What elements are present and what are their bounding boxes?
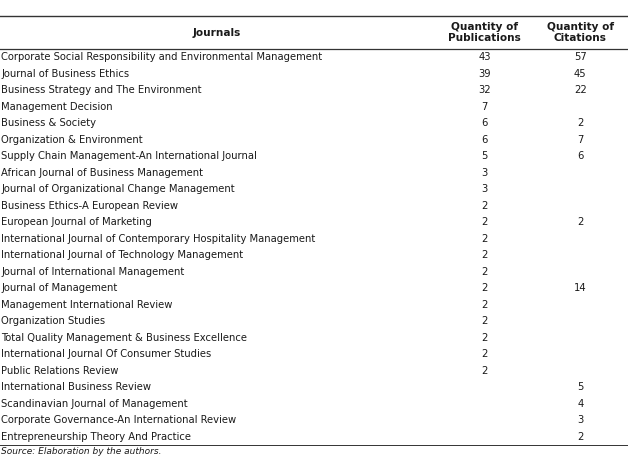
Text: International Journal of Contemporary Hospitality Management: International Journal of Contemporary Ho… [1,234,315,244]
Text: 3: 3 [482,168,488,178]
Text: 2: 2 [482,316,488,326]
Text: Journal of Organizational Change Management: Journal of Organizational Change Managem… [1,184,235,194]
Text: 2: 2 [482,250,488,260]
Text: Entrepreneurship Theory And Practice: Entrepreneurship Theory And Practice [1,432,192,442]
Text: 39: 39 [479,69,491,79]
Text: 5: 5 [482,151,488,161]
Text: 2: 2 [482,300,488,310]
Text: Scandinavian Journal of Management: Scandinavian Journal of Management [1,399,188,409]
Text: Source: Elaboration by the authors.: Source: Elaboration by the authors. [1,446,162,456]
Text: Quantity of
Citations: Quantity of Citations [547,22,614,43]
Text: 2: 2 [482,333,488,343]
Text: Organization & Environment: Organization & Environment [1,135,143,145]
Text: 3: 3 [577,415,583,425]
Text: 14: 14 [574,283,587,293]
Text: 2: 2 [482,283,488,293]
Text: African Journal of Business Management: African Journal of Business Management [1,168,203,178]
Text: 6: 6 [482,135,488,145]
Text: 2: 2 [577,118,583,128]
Text: Business & Society: Business & Society [1,118,96,128]
Text: 2: 2 [577,217,583,227]
Text: 32: 32 [479,85,491,95]
Text: 6: 6 [577,151,583,161]
Text: Supply Chain Management-An International Journal: Supply Chain Management-An International… [1,151,257,161]
Text: Management Decision: Management Decision [1,102,113,112]
Text: Organization Studies: Organization Studies [1,316,106,326]
Text: 2: 2 [482,349,488,359]
Text: 2: 2 [482,201,488,211]
Text: 5: 5 [577,382,583,392]
Text: International Business Review: International Business Review [1,382,151,392]
Text: Total Quality Management & Business Excellence: Total Quality Management & Business Exce… [1,333,247,343]
Text: 3: 3 [482,184,488,194]
Text: Public Relations Review: Public Relations Review [1,366,119,376]
Text: Journal of International Management: Journal of International Management [1,267,185,277]
Text: Journals: Journals [193,27,241,38]
Text: 2: 2 [482,267,488,277]
Text: 7: 7 [482,102,488,112]
Text: International Journal Of Consumer Studies: International Journal Of Consumer Studie… [1,349,212,359]
Text: Business Strategy and The Environment: Business Strategy and The Environment [1,85,202,95]
Text: 2: 2 [482,234,488,244]
Text: Quantity of
Publications: Quantity of Publications [448,22,521,43]
Text: 43: 43 [479,52,491,62]
Text: Management International Review: Management International Review [1,300,173,310]
Text: Corporate Governance-An International Review: Corporate Governance-An International Re… [1,415,236,425]
Text: Corporate Social Responsibility and Environmental Management: Corporate Social Responsibility and Envi… [1,52,322,62]
Text: International Journal of Technology Management: International Journal of Technology Mana… [1,250,244,260]
Text: 45: 45 [574,69,587,79]
Text: Business Ethics-A European Review: Business Ethics-A European Review [1,201,178,211]
Text: 6: 6 [482,118,488,128]
Text: European Journal of Marketing: European Journal of Marketing [1,217,152,227]
Text: Journal of Management: Journal of Management [1,283,117,293]
Text: Journal of Business Ethics: Journal of Business Ethics [1,69,129,79]
Text: 22: 22 [574,85,587,95]
Text: 2: 2 [482,217,488,227]
Text: 7: 7 [577,135,583,145]
Text: 2: 2 [482,366,488,376]
Text: 4: 4 [577,399,583,409]
Text: 57: 57 [574,52,587,62]
Text: 2: 2 [577,432,583,442]
